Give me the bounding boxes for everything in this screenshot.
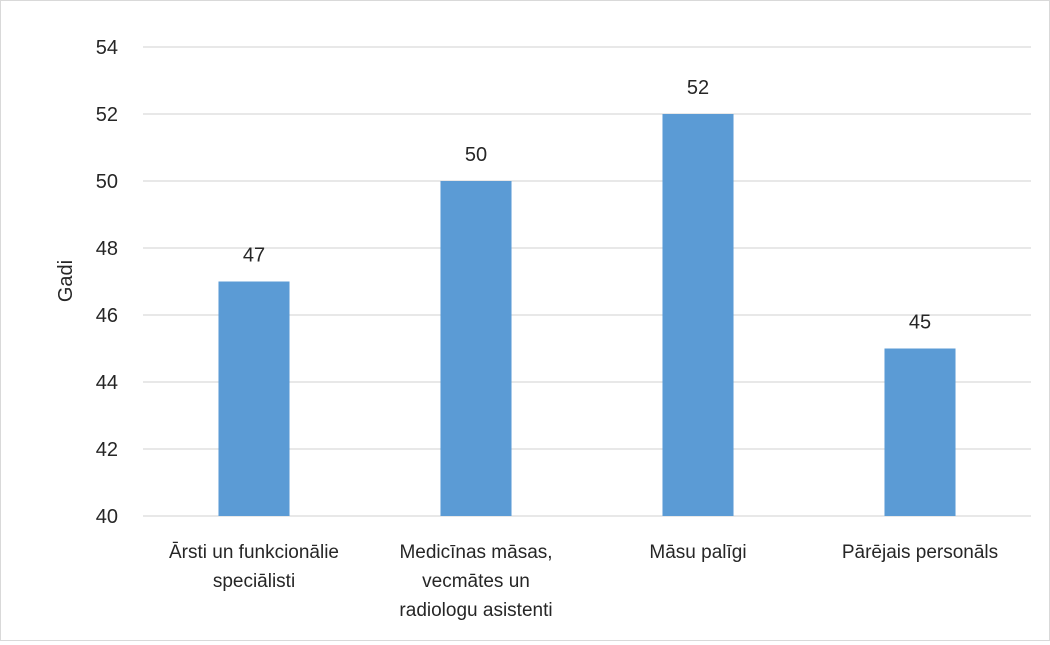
y-tick-label: 52 <box>96 104 118 126</box>
y-tick-label: 46 <box>96 305 118 327</box>
bar <box>218 281 290 516</box>
gridlines <box>143 46 1031 517</box>
y-tick-label: 44 <box>96 372 118 394</box>
category-label: Pārējais personāls <box>842 542 998 563</box>
y-tick-label: 42 <box>96 439 118 461</box>
data-label: 52 <box>687 77 709 99</box>
data-label: 47 <box>243 245 265 267</box>
y-tick-label: 54 <box>96 37 118 59</box>
data-label: 50 <box>465 144 487 166</box>
bar <box>662 114 734 516</box>
data-label: 45 <box>909 312 931 334</box>
bar <box>884 348 956 516</box>
bars <box>218 114 956 516</box>
category-label: Ārsti un funkcionālie speciālisti <box>169 542 339 592</box>
bar <box>440 181 512 516</box>
y-tick-label: 48 <box>96 238 118 260</box>
y-tick-labels: 40 42 44 46 48 50 52 54 <box>96 37 118 528</box>
category-label: Māsu palīgi <box>649 542 746 563</box>
y-tick-label: 40 <box>96 506 118 528</box>
category-label: Medicīnas māsas, vecmātes un radiologu asi… <box>399 542 552 621</box>
data-labels: 47 50 52 45 <box>243 77 931 334</box>
y-tick-label: 50 <box>96 171 118 193</box>
y-axis-title: Gadi <box>55 260 77 302</box>
category-labels: Ārsti un funkcionālie speciālisti Medicīna… <box>169 542 998 621</box>
